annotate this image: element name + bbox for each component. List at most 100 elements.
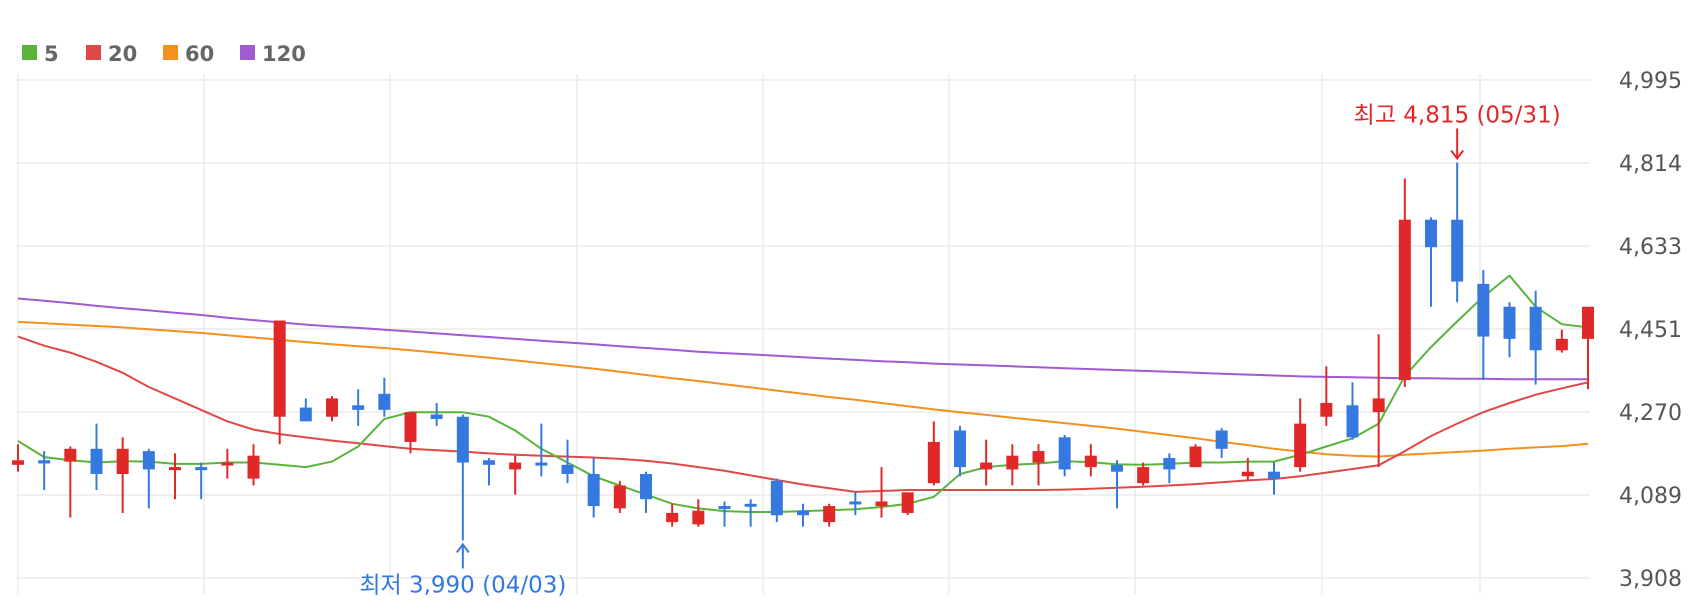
- chart-annotations: 최고 4,815 (05/31) 최저 3,990 (04/03): [359, 102, 1560, 598]
- candle: [142, 448, 155, 509]
- candle-body: [64, 448, 77, 462]
- candle-body: [1555, 338, 1568, 351]
- candle-body: [352, 405, 365, 410]
- low-annotation-arrow-icon: [456, 542, 470, 569]
- candle-body: [195, 467, 208, 471]
- y-tick-label: 4,451: [1619, 318, 1682, 343]
- candle-body: [954, 430, 966, 468]
- candle: [692, 499, 705, 527]
- candle: [247, 444, 260, 486]
- candle: [64, 446, 77, 518]
- candle-body: [1058, 437, 1071, 470]
- candle: [1503, 302, 1516, 358]
- candle-body: [1320, 402, 1333, 417]
- candle: [561, 439, 574, 484]
- candle-body: [1294, 423, 1307, 468]
- candle: [875, 467, 888, 518]
- legend-label-ma60: 60: [185, 42, 214, 66]
- candle: [1111, 460, 1123, 509]
- candle-body: [1163, 457, 1176, 470]
- candle-body: [666, 512, 679, 523]
- candle: [1425, 217, 1437, 307]
- candle-body: [797, 510, 809, 516]
- candle: [1032, 444, 1045, 486]
- candle: [613, 480, 626, 513]
- candle: [1477, 270, 1490, 381]
- candle: [1268, 462, 1280, 495]
- candle: [744, 499, 757, 527]
- candle: [1346, 382, 1359, 440]
- candle-body: [509, 462, 522, 470]
- candle-body: [718, 506, 731, 510]
- candle: [640, 471, 652, 513]
- candle-body: [1425, 219, 1437, 248]
- y-tick-label: 4,089: [1619, 484, 1682, 509]
- candle: [718, 501, 731, 527]
- candle-body: [823, 506, 836, 523]
- candle-body: [980, 462, 993, 470]
- candle-body: [744, 503, 757, 507]
- candle: [195, 462, 208, 500]
- candle: [1555, 329, 1568, 353]
- candle: [169, 453, 181, 500]
- legend-label-ma20: 20: [108, 42, 137, 66]
- candle-body: [535, 462, 548, 466]
- candle: [1163, 453, 1176, 484]
- legend-label-ma5: 5: [44, 42, 59, 66]
- candle-body: [142, 451, 155, 470]
- candle: [352, 389, 365, 426]
- candle: [456, 414, 469, 541]
- candle-body: [273, 320, 286, 417]
- candle-body: [587, 474, 600, 507]
- candle-body: [483, 460, 495, 465]
- candle: [1294, 398, 1307, 472]
- y-tick-label: 3,908: [1619, 567, 1682, 592]
- legend-swatch-ma5: [22, 45, 37, 60]
- high-annotation-label: 최고 4,815 (05/31): [1354, 102, 1561, 128]
- y-tick-label: 4,995: [1619, 69, 1682, 94]
- candle-body: [299, 407, 312, 422]
- low-annotation-label: 최저 3,990 (04/03): [359, 572, 566, 598]
- candle: [1215, 428, 1228, 458]
- candle-body: [1372, 398, 1385, 413]
- candle-body: [378, 393, 391, 410]
- candle-body: [561, 464, 574, 475]
- candle-body: [430, 414, 443, 420]
- candle: [849, 492, 862, 516]
- candle-body: [12, 460, 24, 465]
- candle-body: [221, 462, 234, 466]
- candle: [901, 492, 914, 516]
- candle: [535, 423, 548, 477]
- candle: [221, 448, 234, 479]
- chart-grid: [16, 74, 1590, 594]
- candle: [90, 423, 103, 491]
- candle-body: [640, 474, 652, 500]
- candle: [273, 320, 286, 445]
- candle-body: [247, 455, 260, 479]
- candle-body: [1111, 464, 1123, 472]
- candle-body: [1503, 306, 1516, 339]
- candle: [326, 396, 338, 422]
- candle: [980, 439, 993, 486]
- candle-body: [326, 398, 338, 417]
- candle-body: [116, 448, 129, 475]
- legend-swatch-ma60: [163, 45, 178, 60]
- candle-body: [1268, 471, 1280, 479]
- candle: [509, 455, 522, 495]
- candle-body: [1241, 471, 1254, 477]
- candle: [1451, 162, 1464, 303]
- y-tick-label: 4,633: [1619, 235, 1682, 260]
- candle-body: [1451, 219, 1464, 282]
- candle: [1320, 366, 1333, 426]
- candle-body: [1137, 467, 1150, 484]
- candle: [1529, 290, 1542, 385]
- candle-body: [1582, 306, 1594, 339]
- candle: [378, 377, 391, 417]
- high-arrow-head: [1450, 149, 1464, 161]
- candle-body: [169, 467, 181, 471]
- candle: [1058, 435, 1071, 477]
- y-axis: 4,995 4,814 4,633 4,451 4,270 4,089 3,908: [1619, 69, 1682, 592]
- candle-body: [613, 485, 626, 509]
- candle: [116, 437, 129, 513]
